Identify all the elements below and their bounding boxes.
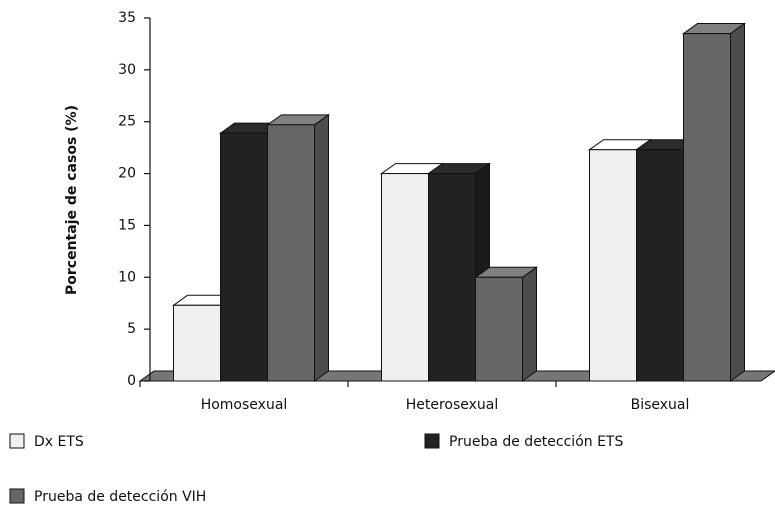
y-tick-label: 25 — [118, 114, 136, 130]
y-tick-label: 20 — [118, 166, 136, 182]
bar — [636, 149, 684, 382]
bar — [428, 173, 476, 382]
bar — [589, 149, 637, 382]
bar-side — [522, 266, 537, 382]
bar — [220, 132, 268, 382]
y-tick-label: 35 — [118, 10, 136, 26]
bar — [381, 173, 429, 382]
legend-swatch — [424, 433, 440, 449]
y-tick-label: 0 — [127, 373, 136, 389]
bar — [475, 276, 523, 382]
legend-label: Prueba de detección VIH — [34, 489, 206, 505]
x-tick-label: Heterosexual — [406, 397, 499, 413]
bar — [683, 33, 731, 382]
legend-label: Prueba de detección ETS — [449, 434, 623, 450]
y-tick-label: 15 — [118, 217, 136, 233]
x-tick-label: Homosexual — [201, 397, 288, 413]
bar-side — [314, 113, 329, 382]
y-tick-label: 10 — [118, 269, 136, 285]
y-tick-label: 30 — [118, 62, 136, 78]
x-tick-label: Bisexual — [631, 397, 690, 413]
bar-side — [730, 22, 745, 382]
y-tick-label: 5 — [127, 321, 136, 337]
legend-swatch — [9, 433, 25, 449]
legend-label: Dx ETS — [34, 434, 84, 450]
bar — [267, 124, 315, 382]
y-axis-label: Porcentaje de casos (%) — [64, 105, 80, 295]
bar — [173, 304, 221, 382]
legend-swatch — [9, 488, 25, 504]
